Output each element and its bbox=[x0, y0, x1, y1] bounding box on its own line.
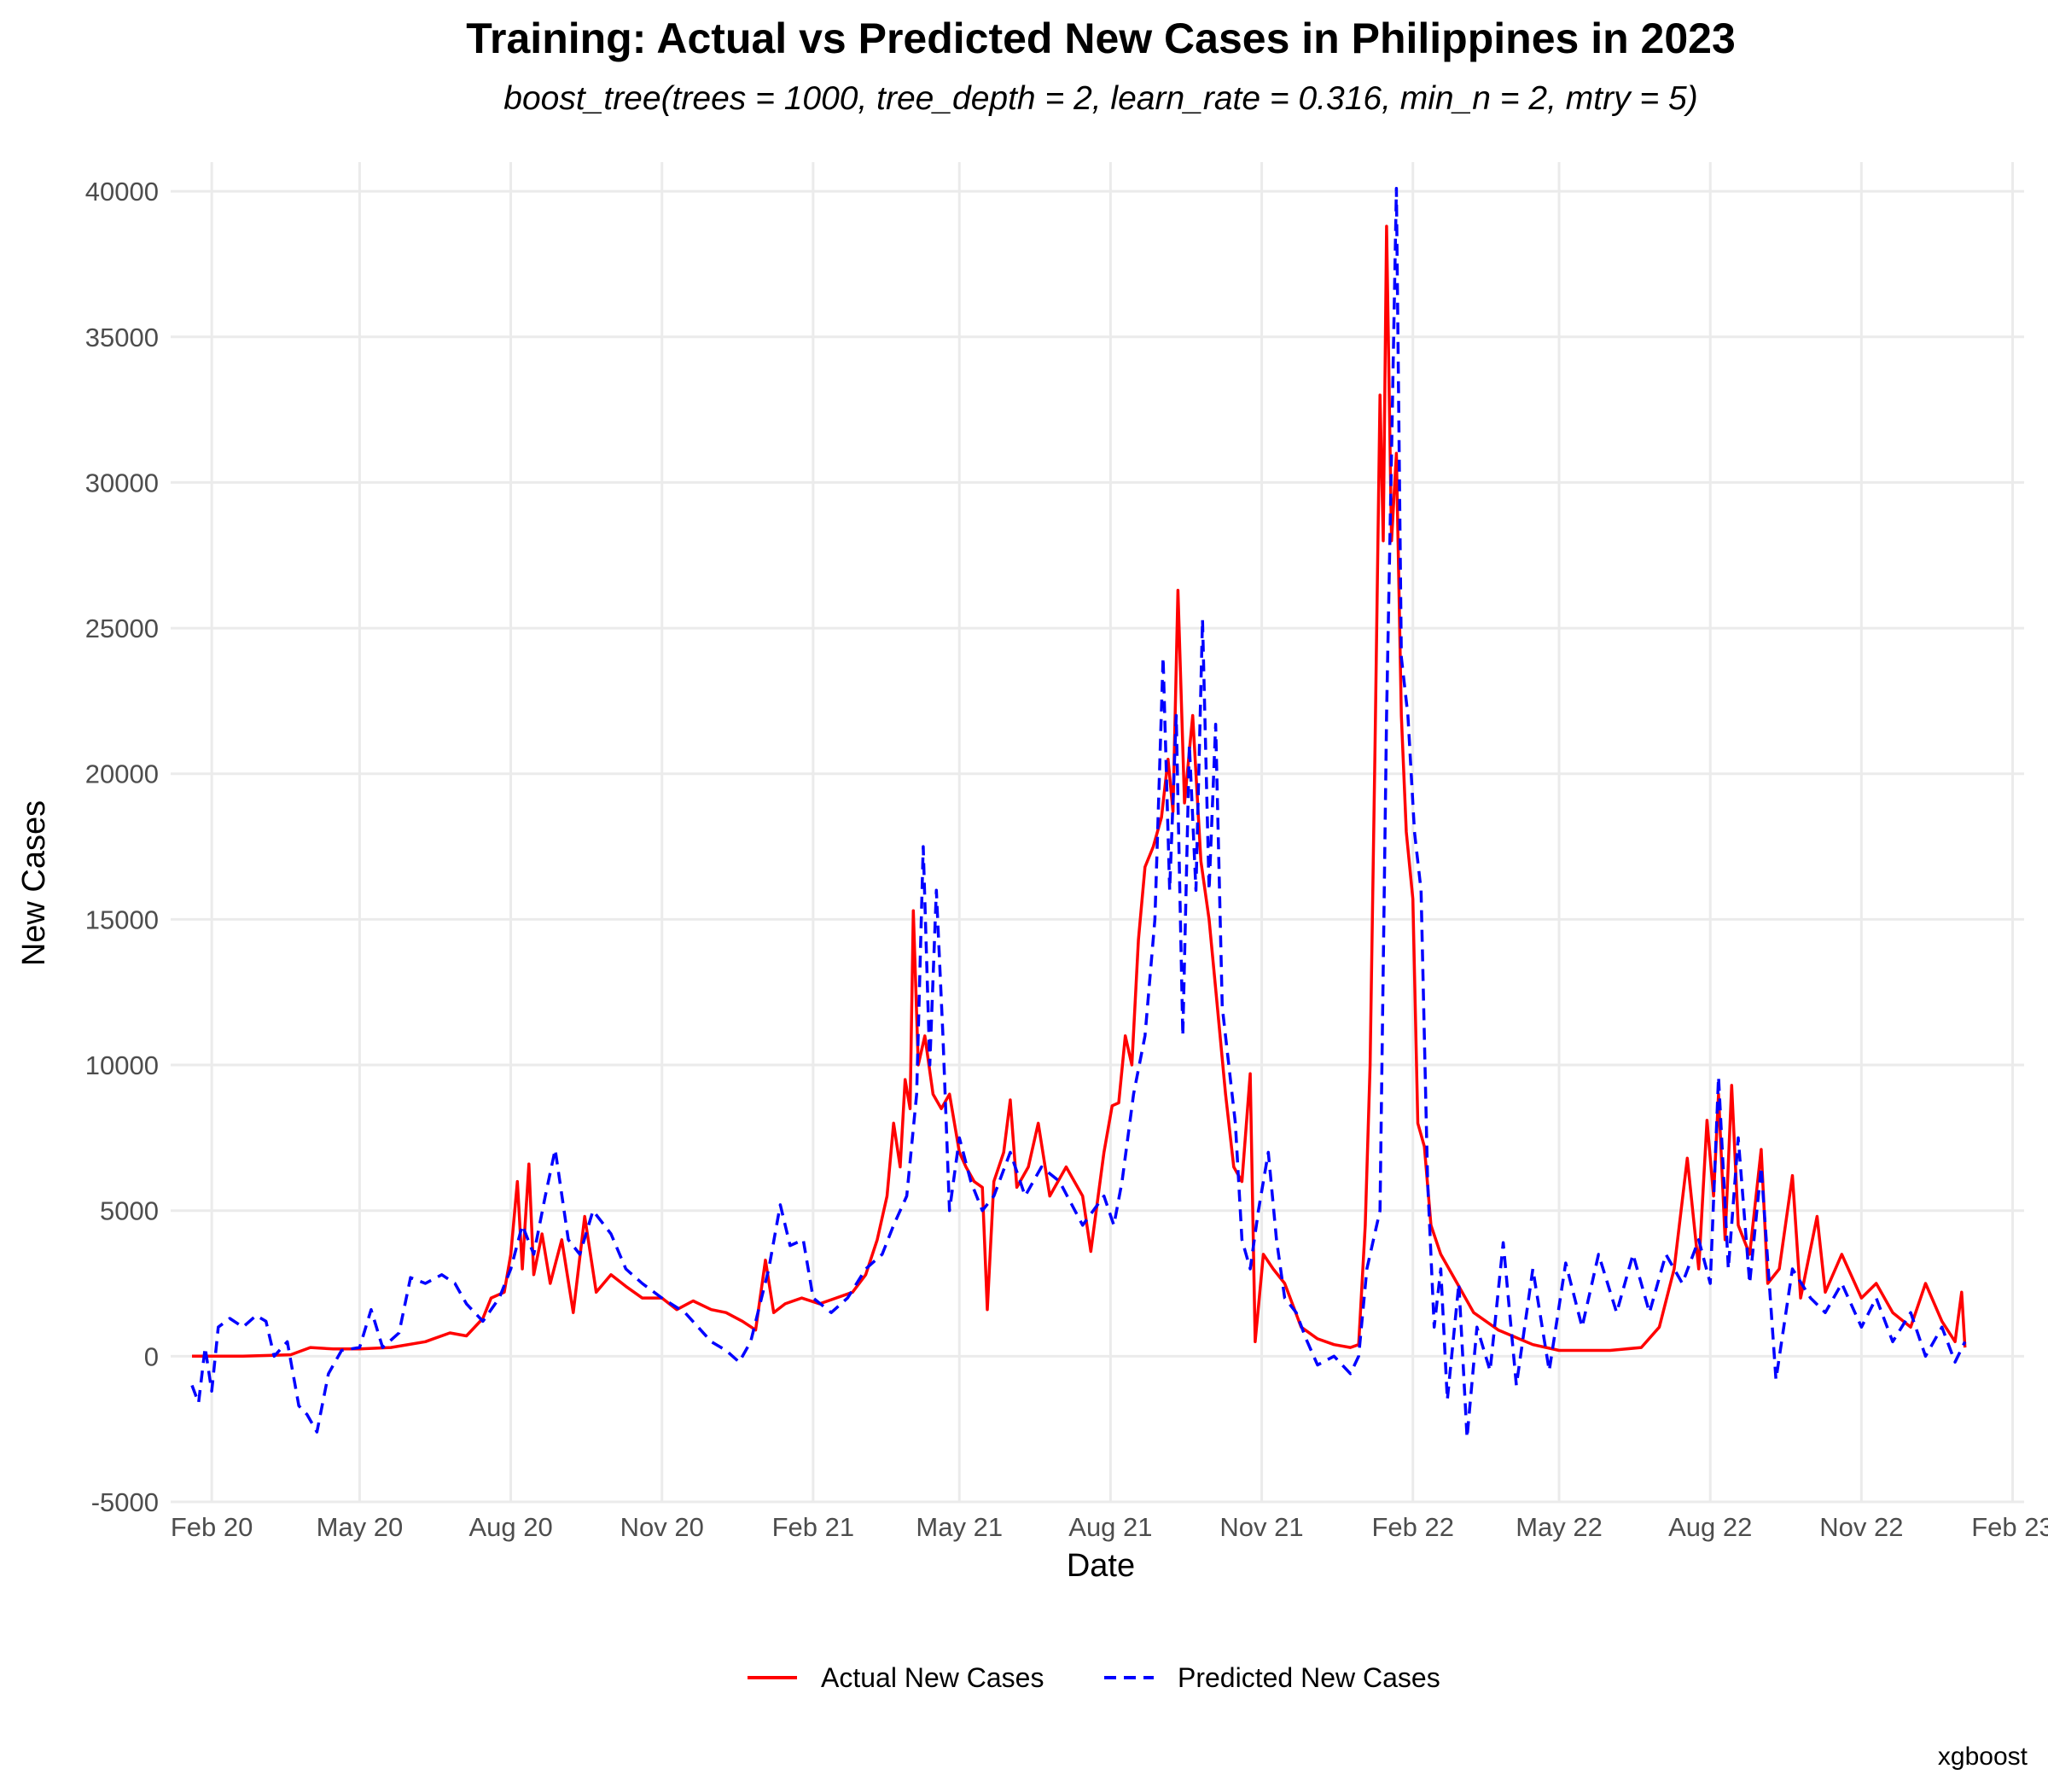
legend-label-actual: Actual New Cases bbox=[821, 1662, 1044, 1693]
x-tick-label: Feb 22 bbox=[1371, 1512, 1454, 1542]
y-tick-label: -5000 bbox=[91, 1487, 159, 1517]
actual-cases-line bbox=[192, 224, 1967, 1359]
x-tick-label: May 20 bbox=[317, 1512, 404, 1542]
chart-title: Training: Actual vs Predicted New Cases … bbox=[466, 15, 1736, 62]
x-tick-label: Feb 21 bbox=[772, 1512, 855, 1542]
y-tick-label: 20000 bbox=[85, 759, 159, 789]
x-tick-label: Nov 20 bbox=[620, 1512, 704, 1542]
legend-item-actual: Actual New Cases bbox=[748, 1662, 1044, 1693]
y-tick-label: 25000 bbox=[85, 614, 159, 643]
x-tick-label: Aug 21 bbox=[1068, 1512, 1152, 1542]
x-tick-label: Aug 20 bbox=[468, 1512, 552, 1542]
chart-subtitle: boost_tree(trees = 1000, tree_depth = 2,… bbox=[503, 80, 1697, 117]
series-layer bbox=[190, 186, 1967, 1440]
legend-item-predicted: Predicted New Cases bbox=[1104, 1662, 1440, 1693]
y-tick-label: 10000 bbox=[85, 1050, 159, 1080]
legend-label-predicted: Predicted New Cases bbox=[1178, 1662, 1440, 1693]
y-tick-label: 0 bbox=[144, 1341, 159, 1371]
legend: Actual New Cases Predicted New Cases bbox=[748, 1662, 1440, 1693]
y-tick-label: 5000 bbox=[100, 1196, 159, 1226]
x-tick-label: Aug 22 bbox=[1668, 1512, 1752, 1542]
chart-caption: xgboost bbox=[1938, 1743, 2028, 1771]
x-tick-label: Feb 23 bbox=[1971, 1512, 2048, 1542]
axis-layer: -5000 0 5000 10000 15000 20000 25000 30000 35000… bbox=[85, 177, 2048, 1542]
y-axis-title: New Cases bbox=[16, 800, 52, 966]
grid-layer bbox=[171, 162, 2024, 1504]
x-tick-label: Nov 21 bbox=[1219, 1512, 1303, 1542]
predicted-cases-line bbox=[190, 186, 1967, 1440]
x-tick-label: May 21 bbox=[916, 1512, 1003, 1542]
y-tick-label: 30000 bbox=[85, 468, 159, 497]
x-tick-label: May 22 bbox=[1516, 1512, 1603, 1542]
x-axis-title: Date bbox=[1067, 1548, 1135, 1584]
x-tick-label: Feb 20 bbox=[171, 1512, 253, 1542]
x-tick-label: Nov 22 bbox=[1819, 1512, 1903, 1542]
y-tick-label: 15000 bbox=[85, 905, 159, 934]
y-tick-label: 40000 bbox=[85, 177, 159, 207]
y-tick-label: 35000 bbox=[85, 323, 159, 352]
